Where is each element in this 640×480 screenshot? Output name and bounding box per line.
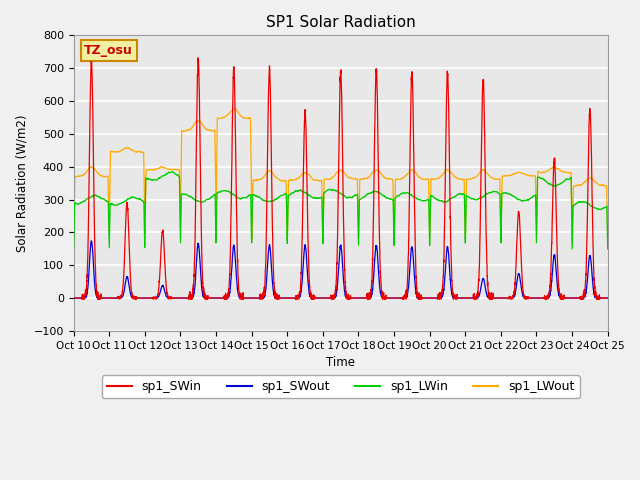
Text: TZ_osu: TZ_osu	[84, 44, 133, 57]
sp1_LWout	[604, 211, 611, 217]
sp1_LWin	[168, 169, 176, 175]
sp1_SWout	[604, 295, 611, 301]
Y-axis label: Solar Radiation (W/m2): Solar Radiation (W/m2)	[15, 114, 28, 252]
sp1_LWout	[604, 234, 612, 240]
sp1_SWin	[604, 295, 612, 301]
sp1_LWin	[604, 222, 611, 228]
Line: sp1_LWout: sp1_LWout	[74, 108, 608, 242]
sp1_LWout	[166, 167, 173, 172]
sp1_LWout	[431, 176, 438, 182]
sp1_LWout	[231, 106, 239, 111]
sp1_LWout	[491, 176, 499, 182]
sp1_SWout	[87, 238, 95, 244]
Line: sp1_SWin: sp1_SWin	[74, 58, 608, 299]
sp1_LWin	[604, 246, 612, 252]
sp1_LWin	[491, 189, 499, 194]
sp1_SWout	[460, 295, 468, 301]
sp1_LWin	[321, 190, 328, 195]
sp1_SWout	[431, 295, 438, 301]
sp1_SWin	[78, 296, 86, 302]
sp1_LWin	[460, 192, 468, 197]
sp1_SWout	[70, 295, 77, 301]
sp1_SWin	[70, 295, 77, 301]
sp1_SWin	[491, 295, 499, 301]
sp1_LWout	[568, 239, 576, 245]
Title: SP1 Solar Radiation: SP1 Solar Radiation	[266, 15, 415, 30]
sp1_SWout	[491, 295, 499, 301]
sp1_LWout	[460, 182, 468, 188]
sp1_LWout	[321, 176, 328, 182]
sp1_SWin	[321, 295, 328, 301]
sp1_SWout	[604, 295, 612, 301]
sp1_LWin	[568, 246, 576, 252]
sp1_LWin	[431, 195, 438, 201]
Line: sp1_SWout: sp1_SWout	[74, 241, 608, 298]
sp1_SWout	[321, 295, 328, 301]
sp1_SWin	[461, 295, 468, 301]
sp1_LWin	[70, 244, 77, 250]
sp1_SWout	[166, 295, 173, 301]
Legend: sp1_SWin, sp1_SWout, sp1_LWin, sp1_LWout: sp1_SWin, sp1_SWout, sp1_LWin, sp1_LWout	[102, 375, 580, 398]
sp1_SWin	[431, 295, 438, 301]
sp1_SWout	[541, 295, 548, 301]
sp1_LWout	[70, 235, 77, 240]
sp1_SWin	[166, 295, 173, 301]
sp1_LWin	[166, 169, 173, 175]
X-axis label: Time: Time	[326, 356, 355, 369]
Line: sp1_LWin: sp1_LWin	[74, 172, 608, 249]
sp1_SWin	[194, 55, 202, 61]
sp1_SWin	[604, 295, 611, 301]
